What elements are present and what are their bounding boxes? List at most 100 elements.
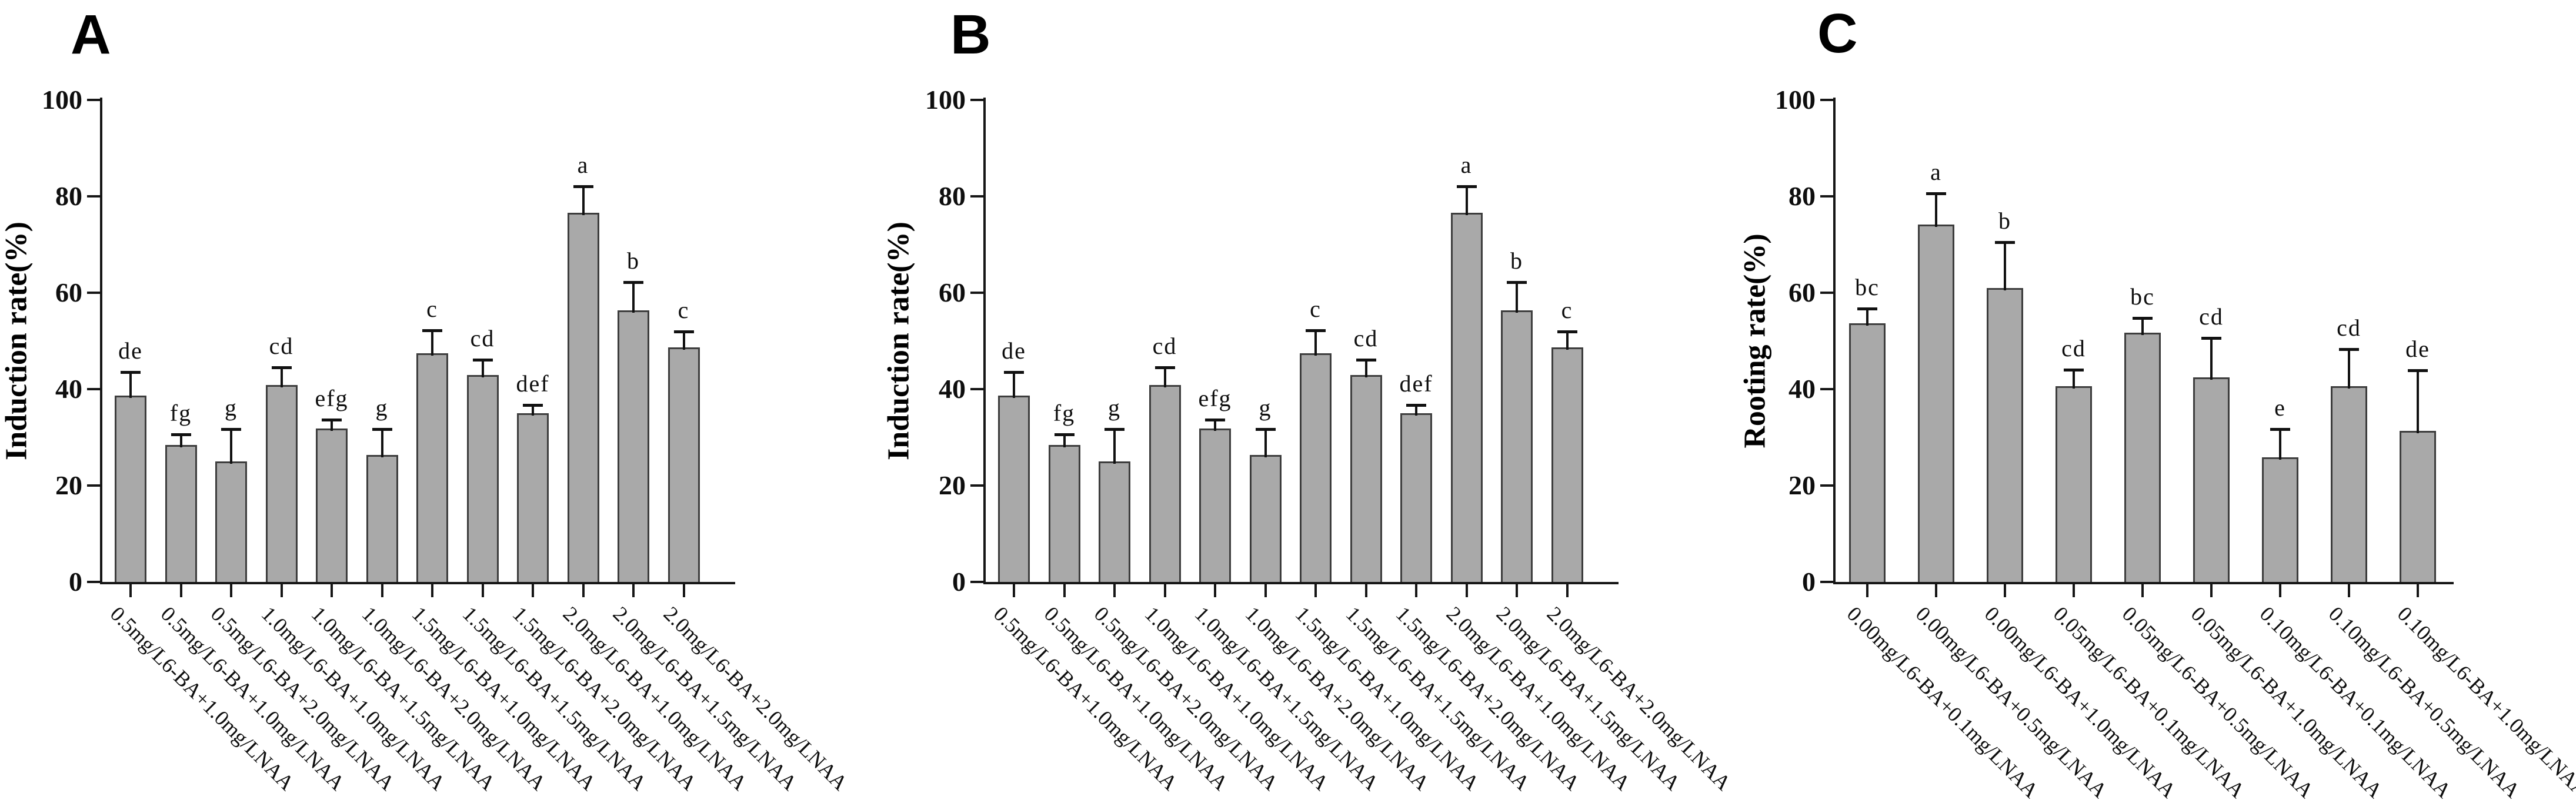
- bar-a-6: [366, 455, 398, 582]
- x-tick-c-2: [1935, 584, 1937, 597]
- sig-letter-b-10: a: [1460, 152, 1473, 179]
- x-tick-a-1: [129, 584, 132, 597]
- bar-a-3: [215, 461, 247, 582]
- x-axis-line-b: [983, 582, 1619, 584]
- sig-letter-a-6: g: [375, 394, 389, 421]
- error-bar-c-4: [2073, 368, 2075, 389]
- bar-c-3: [1987, 287, 2023, 582]
- y-tick-a-40: [87, 388, 100, 390]
- sig-letter-b-11: b: [1510, 247, 1523, 274]
- x-tick-a-2: [179, 584, 182, 597]
- bar-b-8: [1350, 375, 1382, 582]
- error-cap-b-5: [1205, 419, 1225, 422]
- error-cap-a-12: [673, 330, 694, 333]
- error-bar-b-3: [1113, 427, 1116, 464]
- y-tick-a-0: [87, 581, 100, 583]
- sig-letter-b-12: c: [1561, 296, 1573, 323]
- x-tick-a-7: [431, 584, 433, 597]
- error-bar-b-5: [1214, 419, 1216, 431]
- sig-letter-a-2: fg: [169, 399, 192, 426]
- bar-c-5: [2124, 333, 2161, 582]
- sig-letter-a-1: de: [118, 337, 143, 364]
- error-bar-c-2: [1935, 192, 1937, 227]
- sig-letter-b-8: cd: [1353, 324, 1379, 352]
- bar-a-2: [165, 445, 197, 582]
- sig-letter-a-11: b: [627, 247, 640, 274]
- error-bar-c-9: [2417, 369, 2419, 433]
- y-tick-label-c-80: 80: [1788, 181, 1816, 211]
- y-tick-a-80: [87, 195, 100, 198]
- error-cap-b-7: [1306, 329, 1326, 332]
- error-bar-b-7: [1314, 329, 1317, 356]
- y-axis-line-c: [1833, 98, 1836, 584]
- sig-letter-c-6: cd: [2199, 303, 2224, 330]
- bar-c-8: [2331, 386, 2367, 582]
- bar-b-10: [1450, 212, 1483, 582]
- error-cap-a-11: [623, 280, 643, 284]
- y-axis-title-c: Rooting rate(%): [1738, 233, 1772, 448]
- sig-letter-a-7: c: [426, 295, 438, 322]
- y-tick-c-100: [1820, 99, 1833, 101]
- error-bar-b-10: [1465, 185, 1468, 215]
- y-tick-c-40: [1820, 388, 1833, 390]
- error-cap-a-3: [221, 427, 241, 431]
- error-cap-a-5: [322, 419, 342, 422]
- error-cap-a-9: [523, 403, 543, 407]
- sig-letter-b-3: g: [1108, 394, 1121, 421]
- error-cap-a-10: [573, 185, 593, 189]
- bar-b-3: [1099, 461, 1130, 582]
- error-bar-a-3: [230, 427, 232, 464]
- bar-c-4: [2056, 386, 2092, 582]
- error-bar-b-8: [1364, 358, 1367, 378]
- y-tick-c-0: [1820, 581, 1833, 583]
- error-cap-c-7: [2270, 427, 2290, 431]
- bar-a-11: [618, 310, 649, 582]
- bar-a-10: [567, 212, 599, 582]
- bar-b-12: [1551, 347, 1583, 582]
- error-cap-b-12: [1557, 330, 1577, 333]
- x-tick-b-11: [1516, 584, 1518, 597]
- y-tick-label-b-0: 0: [952, 567, 966, 597]
- error-cap-b-4: [1154, 366, 1175, 370]
- bar-a-5: [316, 429, 348, 582]
- error-bar-b-12: [1566, 330, 1569, 350]
- sig-letter-a-10: a: [577, 152, 589, 179]
- error-bar-b-2: [1063, 433, 1066, 448]
- y-tick-label-c-20: 20: [1788, 470, 1816, 500]
- x-tick-a-4: [280, 584, 283, 597]
- sig-letter-c-4: cd: [2061, 334, 2086, 361]
- y-axis-line-a: [100, 98, 102, 584]
- error-bar-a-11: [632, 280, 635, 313]
- bar-a-4: [265, 384, 298, 582]
- y-tick-label-c-40: 40: [1788, 374, 1816, 404]
- x-tick-c-7: [2279, 584, 2281, 597]
- x-tick-a-8: [481, 584, 484, 597]
- sig-letter-a-12: c: [678, 296, 690, 323]
- y-tick-label-a-0: 0: [69, 567, 82, 597]
- error-bar-a-12: [682, 330, 685, 350]
- y-tick-label-a-40: 40: [55, 374, 82, 404]
- x-tick-a-12: [682, 584, 685, 597]
- error-cap-a-2: [171, 433, 191, 436]
- sig-letter-b-2: fg: [1053, 399, 1076, 426]
- y-tick-b-60: [970, 292, 983, 294]
- x-tick-b-12: [1566, 584, 1569, 597]
- error-bar-b-11: [1516, 280, 1518, 313]
- bar-b-6: [1249, 455, 1282, 582]
- x-tick-a-10: [582, 584, 585, 597]
- error-cap-a-7: [422, 329, 442, 332]
- bar-c-2: [1918, 224, 1954, 582]
- error-cap-c-1: [1857, 307, 1877, 311]
- error-bar-a-8: [481, 358, 484, 378]
- x-tick-a-5: [331, 584, 333, 597]
- y-tick-label-b-40: 40: [939, 374, 966, 404]
- y-tick-b-40: [970, 388, 983, 390]
- error-cap-b-10: [1456, 185, 1477, 189]
- sig-letter-b-1: de: [1002, 337, 1026, 364]
- x-axis-line-a: [100, 582, 735, 584]
- x-tick-b-1: [1013, 584, 1015, 597]
- error-cap-b-8: [1356, 358, 1376, 361]
- error-cap-c-5: [2133, 317, 2153, 320]
- sig-letter-b-9: def: [1399, 370, 1433, 397]
- y-tick-label-a-80: 80: [55, 181, 82, 211]
